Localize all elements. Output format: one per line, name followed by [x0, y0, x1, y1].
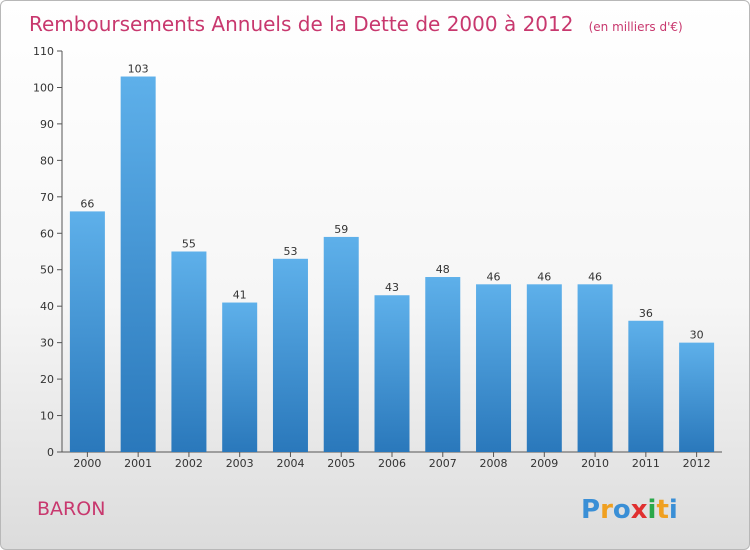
bar	[120, 76, 156, 452]
bar-value-label: 36	[639, 307, 653, 320]
x-tick-label: 2007	[429, 457, 457, 470]
bar-value-label: 41	[233, 289, 247, 302]
bar-value-label: 48	[436, 263, 450, 276]
bar	[577, 284, 613, 452]
y-tick-label: 80	[40, 154, 54, 167]
city-name: BARON	[37, 498, 105, 520]
bar-value-label: 59	[334, 223, 348, 236]
brand-letter: i	[669, 495, 678, 525]
y-tick-label: 20	[40, 373, 54, 386]
bar	[272, 258, 308, 452]
value-labels: 66 103 55 41 53 59 43 48 46 46 46 36 30	[80, 63, 703, 342]
x-tick-label: 2012	[683, 457, 711, 470]
bar	[628, 320, 664, 452]
bar	[526, 284, 562, 452]
chart-title-unit: (en milliers d'€)	[589, 20, 683, 34]
bar	[425, 277, 461, 452]
bar	[679, 342, 715, 452]
bar	[222, 302, 258, 452]
y-tick-label: 70	[40, 191, 54, 204]
x-tick-label: 2008	[480, 457, 508, 470]
brand-letter: P	[581, 495, 600, 525]
bar-value-label: 43	[385, 281, 399, 294]
bar-value-label: 66	[80, 197, 94, 210]
bar-value-label: 30	[690, 329, 704, 342]
x-tick-label: 2011	[632, 457, 660, 470]
brand-logo: Proxiti	[581, 495, 678, 525]
y-tick-label: 90	[40, 118, 54, 131]
y-tick-label: 10	[40, 410, 54, 423]
x-tick-label: 2002	[175, 457, 203, 470]
brand-letter: t	[656, 495, 668, 525]
x-tick-label: 2010	[581, 457, 609, 470]
brand-letter: o	[613, 495, 631, 525]
y-tick-label: 50	[40, 264, 54, 277]
bar	[69, 211, 105, 452]
x-tick-label: 2006	[378, 457, 406, 470]
y-tick-label: 40	[40, 300, 54, 313]
bar-series	[69, 76, 715, 452]
y-tick-label: 110	[33, 45, 54, 58]
bar-value-label: 46	[487, 270, 501, 283]
y-tick-label: 100	[33, 81, 54, 94]
bar-value-label: 46	[537, 270, 551, 283]
x-tick-label: 2005	[327, 457, 355, 470]
chart-title: Remboursements Annuels de la Dette de 20…	[29, 12, 683, 36]
x-tick-label: 2004	[276, 457, 304, 470]
x-tick-label: 2001	[124, 457, 152, 470]
x-tick-label: 2009	[530, 457, 558, 470]
bar	[374, 295, 410, 452]
y-tick-label: 30	[40, 337, 54, 350]
bar	[171, 251, 207, 452]
chart-title-main: Remboursements Annuels de la Dette de 20…	[29, 12, 573, 36]
x-tick-label: 2003	[226, 457, 254, 470]
bar-value-label: 55	[182, 238, 196, 251]
bar	[476, 284, 512, 452]
bar-value-label: 53	[283, 245, 297, 258]
bar-value-label: 46	[588, 270, 602, 283]
x-axis: 2000 2001 2002 2003 2004 2005 2006 2007 2008 2009…	[62, 451, 722, 470]
brand-letter: x	[631, 495, 648, 525]
x-tick-label: 2000	[73, 457, 101, 470]
bar-value-label: 103	[128, 63, 149, 76]
y-tick-label: 60	[40, 227, 54, 240]
y-tick-label: 0	[47, 446, 54, 459]
brand-letter: i	[648, 495, 657, 525]
y-axis: 0 10 20 30 40 50 60 70 80 90 100 110	[33, 45, 63, 459]
brand-letter: r	[600, 495, 613, 525]
bar	[323, 236, 359, 452]
